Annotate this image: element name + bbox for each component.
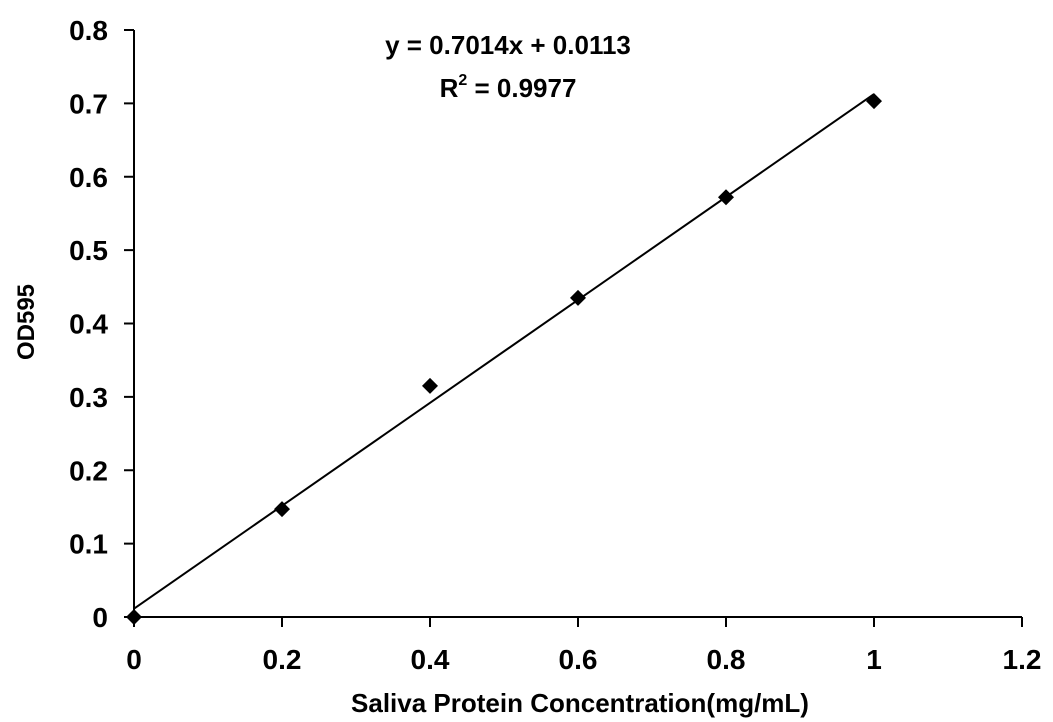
y-tick-label: 0.7 <box>69 88 108 119</box>
data-point <box>422 377 438 394</box>
x-tick-label: 0.4 <box>411 644 450 675</box>
x-axis-tick-labels: 0 0.2 0.4 0.6 0.8 1 1.2 <box>126 644 1041 675</box>
axes <box>124 29 1023 627</box>
y-axis-title: OD595 <box>13 284 40 360</box>
r-squared-exponent: 2 <box>458 72 467 89</box>
y-tick-label: 0.4 <box>69 309 108 340</box>
data-points <box>126 93 882 625</box>
y-tick-label: 0.2 <box>69 455 108 486</box>
y-tick-label: 0 <box>92 602 108 633</box>
trendline-layer <box>133 93 875 610</box>
r-squared-label: R2 = 0.9977 <box>440 72 577 103</box>
linear-trendline <box>133 93 875 610</box>
x-tick-label: 0.8 <box>707 644 746 675</box>
data-point <box>570 289 586 306</box>
x-tick-label: 0.2 <box>263 644 302 675</box>
x-tick-label: 1 <box>866 644 882 675</box>
data-point <box>718 189 734 206</box>
y-tick-label: 0.1 <box>69 529 108 560</box>
y-tick-label: 0.3 <box>69 382 108 413</box>
r-squared-value: = 0.9977 <box>467 73 576 103</box>
data-point <box>274 501 290 518</box>
x-tick-label: 1.2 <box>1003 644 1042 675</box>
r-squared-r: R <box>440 73 459 103</box>
data-point <box>126 609 142 625</box>
y-tick-label: 0.5 <box>69 235 108 266</box>
x-axis-title: Saliva Protein Concentration(mg/mL) <box>351 688 809 718</box>
y-tick-label: 0.8 <box>69 15 108 46</box>
x-tick-label: 0 <box>126 644 142 675</box>
regression-equation: y = 0.7014x + 0.0113 <box>385 30 631 60</box>
data-point <box>866 93 882 110</box>
y-tick-label: 0.6 <box>69 162 108 193</box>
y-axis-tick-labels: 0 0.1 0.2 0.3 0.4 0.5 0.6 0.7 0.8 <box>69 15 108 633</box>
x-tick-label: 0.6 <box>559 644 598 675</box>
